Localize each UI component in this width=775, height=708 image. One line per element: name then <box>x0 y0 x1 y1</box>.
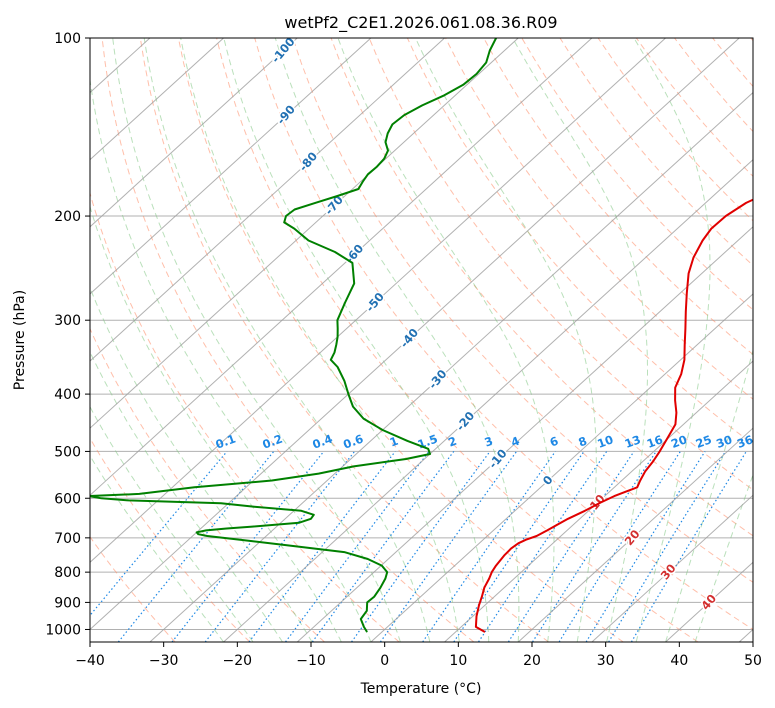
y-tick-label: 300 <box>54 313 81 329</box>
isotherm <box>90 38 666 564</box>
moist-adiabat <box>512 38 648 642</box>
moist-adiabat <box>665 348 753 642</box>
x-tick-label: −30 <box>149 653 179 669</box>
dry-adiabat <box>292 38 753 583</box>
dry-adiabat <box>254 38 753 631</box>
isotherm <box>370 293 753 642</box>
mixing-ratio-label: 30 <box>714 432 734 451</box>
y-tick-label: 900 <box>54 595 81 611</box>
isotherm <box>444 360 753 642</box>
mixing-ratio-line <box>351 451 491 642</box>
isotherm <box>296 226 753 642</box>
mixing-ratio-line <box>477 451 608 642</box>
moist-adiabat <box>112 38 401 642</box>
mixing-ratio-label: 25 <box>694 432 714 451</box>
y-tick-label: 700 <box>54 531 81 547</box>
isotherm <box>591 494 753 642</box>
mixing-ratio-line <box>311 451 455 642</box>
y-axis-ticks: 100 200 300 400 500 600 700 800 900 1000 <box>45 31 90 638</box>
moist-adiabat <box>180 38 460 642</box>
moist-adiabat <box>337 38 555 642</box>
moist-adiabat <box>90 205 342 642</box>
x-axis-ticks: −40 −30 −20 −10 0 10 20 30 40 50 <box>75 642 762 669</box>
mixing-ratio-line <box>422 451 556 642</box>
moist-adiabat <box>90 76 372 642</box>
mixing-ratio-label: 0.2 <box>260 432 284 452</box>
y-tick-label: 100 <box>54 31 81 47</box>
mixing-ratio-label: 0.6 <box>341 432 365 452</box>
mixing-ratio-line <box>608 451 727 642</box>
y-tick-label: 200 <box>54 209 81 225</box>
mixing-ratio-line <box>507 451 635 642</box>
plot-frame <box>89 37 754 643</box>
mixing-ratio-label: 0.4 <box>310 432 334 452</box>
moist-adiabat <box>274 38 520 642</box>
moist-adiabat <box>90 405 254 642</box>
moist-adiabat <box>90 350 283 642</box>
dry-adiabat <box>521 38 753 311</box>
moist-adiabat <box>694 473 753 642</box>
isotherm <box>517 427 753 642</box>
x-tick-label: −20 <box>223 653 253 669</box>
mixing-ratio-line <box>453 451 585 642</box>
isotherm <box>90 38 740 631</box>
dry-adiabat <box>90 191 400 642</box>
x-tick-label: −10 <box>296 653 326 669</box>
y-tick-label: 600 <box>54 491 81 507</box>
isotherm <box>90 38 372 295</box>
mixing-ratio-line <box>585 451 706 642</box>
temperature-profile-line <box>474 198 753 633</box>
x-tick-label: 30 <box>597 653 615 669</box>
mixing-ratio-label: 20 <box>669 432 689 451</box>
x-axis-label: Temperature (°C) <box>360 681 482 697</box>
x-tick-label: −40 <box>75 653 105 669</box>
moist-adiabat <box>223 38 490 642</box>
mixing-ratio-line <box>248 451 396 642</box>
moist-adiabat <box>90 454 224 642</box>
y-tick-label: 500 <box>54 444 81 460</box>
dry-adiabat <box>101 38 475 642</box>
chart-title: wetPf2_C2E1.2026.061.08.36.R09 <box>284 13 557 33</box>
dry-adiabat <box>90 535 176 642</box>
dry-adiabat <box>90 437 251 642</box>
x-tick-label: 0 <box>380 653 389 669</box>
dry-adiabat <box>139 38 549 642</box>
mixing-ratio-line <box>117 451 275 642</box>
isotherm <box>90 38 298 228</box>
mixing-ratio-label: 0.1 <box>214 432 238 452</box>
y-axis-label: Pressure (hPa) <box>12 290 28 390</box>
dry-adiabat <box>368 38 753 491</box>
x-tick-label: 40 <box>670 653 688 669</box>
mixing-ratio-label: 10 <box>595 432 615 451</box>
moist-adiabat <box>143 38 431 642</box>
x-tick-label: 50 <box>744 653 762 669</box>
dry-adiabat <box>177 38 624 642</box>
mixing-ratio-line <box>531 451 657 642</box>
mixing-ratio-line <box>285 451 430 642</box>
mixing-ratio-label: 13 <box>623 432 643 451</box>
moist-adiabat <box>415 38 597 642</box>
mixing-ratio-label: 36 <box>735 432 755 451</box>
dewpoint-profile-line <box>90 38 497 633</box>
y-tick-label: 1000 <box>45 622 81 638</box>
y-tick-label: 400 <box>54 387 81 403</box>
moist-adiabat <box>633 38 711 642</box>
isotherm <box>90 38 224 161</box>
isotherm <box>90 38 445 362</box>
x-tick-label: 20 <box>523 653 541 669</box>
x-tick-label: 10 <box>449 653 467 669</box>
isotherm <box>90 38 593 496</box>
y-tick-label: 800 <box>54 565 81 581</box>
mixing-ratio-line <box>90 451 228 617</box>
mixing-ratio-label: 16 <box>645 432 665 451</box>
sounding-series <box>90 38 753 633</box>
moist-adiabats <box>90 38 753 642</box>
mixing-ratio-line <box>171 451 325 642</box>
isotherm <box>223 159 753 642</box>
isotherm <box>90 38 519 429</box>
